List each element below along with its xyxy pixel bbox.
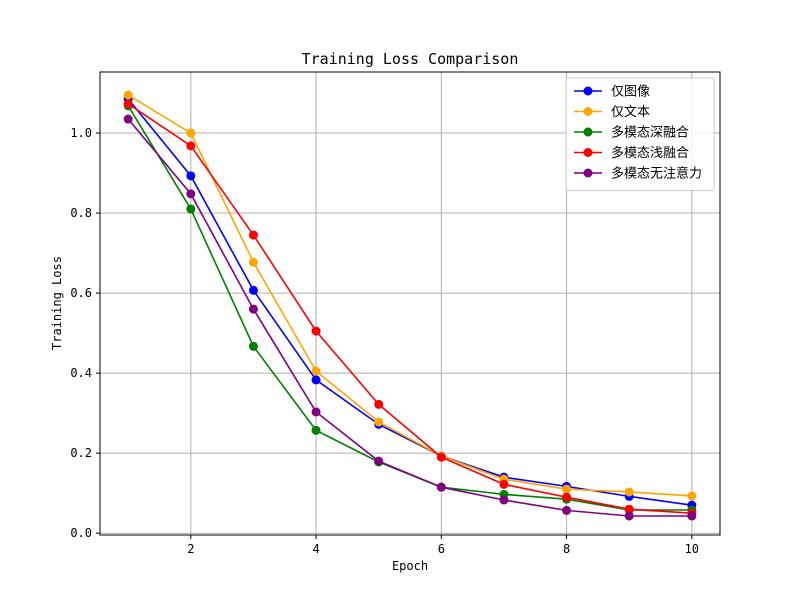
series-4 <box>123 99 697 518</box>
data-point <box>248 341 258 351</box>
data-point <box>311 375 321 385</box>
data-point <box>186 189 196 199</box>
data-point <box>562 492 572 502</box>
series-5 <box>123 114 697 521</box>
legend-marker <box>583 168 593 178</box>
plot-frame <box>99 71 721 536</box>
data-point <box>186 171 196 181</box>
data-point <box>562 505 572 515</box>
data-point <box>123 99 133 109</box>
data-point <box>248 285 258 295</box>
legend-marker <box>583 127 593 137</box>
x-tick-label: 2 <box>187 542 194 556</box>
axis-ticks: 2 4 6 8 10 0.0 0.2 0.4 0.6 0.8 1.0 <box>70 126 699 556</box>
series-layer <box>123 90 697 521</box>
data-point <box>436 482 446 492</box>
data-point <box>436 452 446 462</box>
data-point <box>248 230 258 240</box>
legend-item: 仅图像 <box>574 85 650 100</box>
data-point <box>311 366 321 376</box>
series-line <box>127 118 692 517</box>
data-point <box>687 491 697 501</box>
data-point <box>248 304 258 314</box>
x-tick-label: 8 <box>563 542 570 556</box>
data-point <box>311 326 321 336</box>
data-point <box>311 425 321 435</box>
legend-label: 多模态浅融合 <box>611 145 689 161</box>
data-point <box>562 484 572 494</box>
grid-lines <box>100 72 720 535</box>
y-tick-label: 1.0 <box>70 126 92 140</box>
data-point <box>499 495 509 505</box>
x-tick-label: 10 <box>685 542 699 556</box>
x-axis-label: Epoch <box>392 559 428 573</box>
legend-label: 仅图像 <box>611 85 650 100</box>
legend-marker <box>583 86 593 96</box>
y-axis-label: Training Loss <box>50 256 64 350</box>
y-tick-label: 0.6 <box>70 286 92 300</box>
legend-marker <box>583 107 593 116</box>
data-point <box>374 417 384 427</box>
data-point <box>123 114 133 124</box>
y-tick-label: 0.0 <box>70 526 92 540</box>
data-point <box>374 456 384 466</box>
legend-item: 多模态深融合 <box>574 125 689 141</box>
y-tick-label: 0.2 <box>70 446 92 460</box>
data-point <box>186 204 196 214</box>
x-tick-label: 6 <box>438 542 445 556</box>
chart-title: Training Loss Comparison <box>302 50 519 68</box>
legend-item: 多模态无注意力 <box>574 166 702 182</box>
series-line <box>127 103 692 514</box>
data-point <box>123 90 133 100</box>
data-point <box>186 141 196 151</box>
data-point <box>499 479 509 489</box>
data-point <box>374 399 384 409</box>
legend-label: 多模态无注意力 <box>611 166 702 182</box>
data-point <box>624 511 634 521</box>
data-point <box>311 407 321 417</box>
y-tick-label: 0.4 <box>70 366 92 380</box>
legend-marker <box>583 148 593 157</box>
x-tick-label: 4 <box>312 542 319 556</box>
y-tick-label: 0.8 <box>70 206 92 220</box>
legend-box <box>565 77 715 191</box>
data-point <box>624 487 634 497</box>
legend-item: 仅文本 <box>574 105 650 120</box>
data-point <box>186 128 196 138</box>
legend-item: 多模态浅融合 <box>574 145 689 161</box>
legend-label: 仅文本 <box>611 105 650 120</box>
series-line <box>127 94 692 497</box>
data-point <box>248 257 258 267</box>
data-point <box>687 511 697 521</box>
data-point <box>624 504 634 514</box>
legend-label: 多模态深融合 <box>611 125 689 141</box>
